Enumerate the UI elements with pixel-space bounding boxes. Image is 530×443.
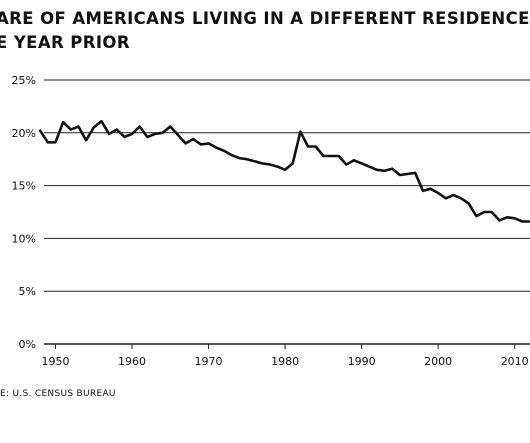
- x-tick-label: 1950: [41, 355, 69, 368]
- x-tick-label: 1970: [195, 355, 223, 368]
- x-tick-label: 2000: [424, 355, 452, 368]
- y-tick-label: 10%: [12, 232, 36, 245]
- x-tick-label: 1990: [348, 355, 376, 368]
- y-tick-label: 0%: [19, 338, 36, 351]
- series-line: [38, 119, 530, 223]
- x-tick-label: 1960: [118, 355, 146, 368]
- y-tick-label: 20%: [12, 127, 36, 140]
- x-tick-label: 2010: [501, 355, 529, 368]
- x-tick-label: 1980: [271, 355, 299, 368]
- chart-title-line-2: E YEAR PRIOR: [0, 33, 130, 52]
- y-tick-label: 15%: [12, 180, 36, 193]
- y-tick-label: 5%: [19, 285, 36, 298]
- chart-title: ARE OF AMERICANS LIVING IN A DIFFERENT R…: [0, 8, 530, 52]
- source-note: E: U.S. CENSUS BUREAU: [0, 389, 116, 399]
- y-tick-label: 25%: [12, 74, 36, 87]
- chart-title-line-1: ARE OF AMERICANS LIVING IN A DIFFERENT R…: [0, 9, 530, 28]
